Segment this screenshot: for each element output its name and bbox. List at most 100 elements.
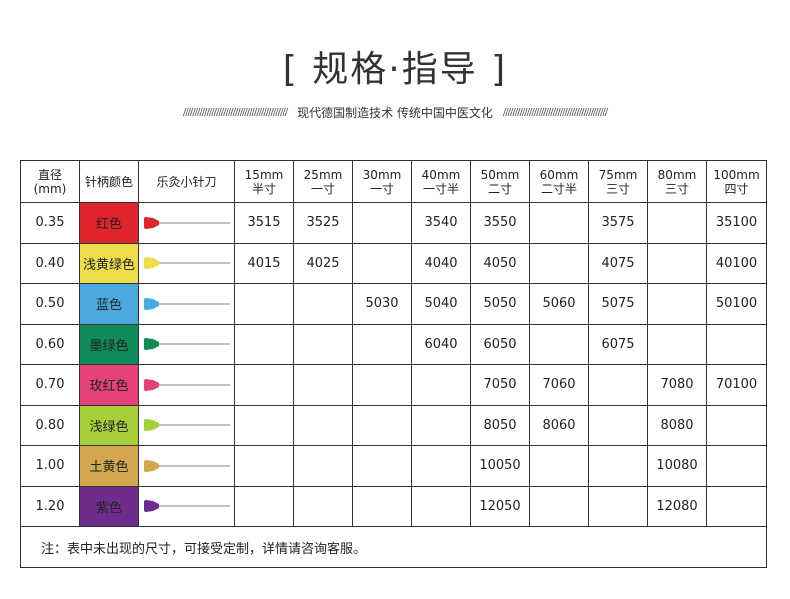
header-line2: 四寸 — [724, 181, 749, 196]
needle-image-cell — [138, 202, 235, 244]
needle-icon — [143, 459, 230, 472]
handle-color-cell: 墨绿色 — [79, 323, 139, 365]
header-line2: 半寸 — [251, 181, 276, 196]
needle-image-cell — [138, 404, 235, 446]
model-number-cell: 3575 — [588, 202, 648, 244]
table-header-cell: 75mm 三寸 — [588, 160, 648, 203]
model-number-cell — [411, 404, 471, 446]
diameter-cell: 0.50 — [20, 283, 80, 325]
header-line2: 一寸 — [310, 181, 335, 196]
handle-color-cell: 红色 — [79, 202, 139, 244]
header-line1: 60mm — [539, 167, 579, 182]
subtitle-decoration-right: ////////////////////////////////////////… — [502, 107, 608, 118]
model-number-cell: 4075 — [588, 242, 648, 284]
diameter-cell: 1.20 — [20, 485, 80, 527]
model-number-cell: 6075 — [588, 323, 648, 365]
header-line2: (mm) — [33, 181, 67, 196]
model-number-cell: 4050 — [470, 242, 530, 284]
model-number-cell: 8080 — [647, 404, 707, 446]
model-number-cell — [234, 283, 294, 325]
handle-color-cell: 土黄色 — [79, 445, 139, 487]
model-number-cell — [293, 404, 353, 446]
model-number-cell — [352, 404, 412, 446]
model-number-cell: 5060 — [529, 283, 589, 325]
header-line1: 75mm — [598, 167, 638, 182]
model-number-cell: 5040 — [411, 283, 471, 325]
diameter-cell: 0.35 — [20, 202, 80, 244]
model-number-cell — [588, 404, 648, 446]
model-number-cell: 4025 — [293, 242, 353, 284]
model-number-cell: 10080 — [647, 445, 707, 487]
model-number-cell — [588, 364, 648, 406]
diameter-cell: 0.70 — [20, 364, 80, 406]
model-number-cell — [706, 323, 767, 365]
table-row: 0.60 墨绿色 6040 6050 6075 — [20, 323, 767, 365]
header-line2: 一寸 — [369, 181, 394, 196]
model-number-cell: 70100 — [706, 364, 767, 406]
model-number-cell — [234, 323, 294, 365]
model-number-cell — [529, 445, 589, 487]
header-line1: 80mm — [657, 167, 697, 182]
model-number-cell — [529, 485, 589, 527]
model-number-cell — [352, 242, 412, 284]
model-number-cell: 4015 — [234, 242, 294, 284]
model-number-cell: 4040 — [411, 242, 471, 284]
model-number-cell — [234, 404, 294, 446]
model-number-cell — [293, 445, 353, 487]
model-number-cell — [706, 445, 767, 487]
header-line2: 二寸 — [487, 181, 512, 196]
model-number-cell: 3525 — [293, 202, 353, 244]
model-number-cell: 6050 — [470, 323, 530, 365]
header-line2: 一寸半 — [422, 181, 459, 196]
table-row: 1.20 紫色 12050 12080 — [20, 485, 767, 527]
header-line1: 100mm — [713, 167, 760, 182]
needle-icon — [143, 297, 230, 310]
needle-image-cell — [138, 242, 235, 284]
model-number-cell — [293, 364, 353, 406]
needle-icon — [143, 378, 230, 391]
header-line1: 25mm — [303, 167, 343, 182]
model-number-cell — [706, 404, 767, 446]
needle-icon — [143, 216, 230, 229]
header-line1: 50mm — [480, 167, 520, 182]
note-row: 注：表中未出现的尺寸，可接受定制，详情请咨询客服。 — [20, 526, 767, 568]
model-number-cell — [706, 485, 767, 527]
table-header-cell: 40mm 一寸半 — [411, 160, 471, 203]
model-number-cell: 3540 — [411, 202, 471, 244]
model-number-cell — [588, 445, 648, 487]
model-number-cell — [647, 323, 707, 365]
handle-color-cell: 蓝色 — [79, 283, 139, 325]
model-number-cell: 7050 — [470, 364, 530, 406]
table-row: 0.40 浅黄绿色 4015 4025 4040 4050 4075 40100 — [20, 242, 767, 284]
model-number-cell — [293, 323, 353, 365]
header-line1: 15mm — [244, 167, 284, 182]
subtitle-text: 现代德国制造技术 传统中国中医文化 — [297, 106, 493, 120]
model-number-cell — [234, 364, 294, 406]
model-number-cell — [352, 485, 412, 527]
model-number-cell — [411, 445, 471, 487]
needle-image-cell — [138, 445, 235, 487]
model-number-cell: 5050 — [470, 283, 530, 325]
model-number-cell — [529, 202, 589, 244]
table-row: 0.50 蓝色 5030 5040 5050 5060 5075 50100 — [20, 283, 767, 325]
table-header-cell: 15mm 半寸 — [234, 160, 294, 203]
model-number-cell: 7060 — [529, 364, 589, 406]
page-title: [ 规格·指导 ] — [282, 49, 508, 90]
needle-image-cell — [138, 283, 235, 325]
model-number-cell: 12050 — [470, 485, 530, 527]
table-header-cell: 直径 (mm) — [20, 160, 80, 203]
model-number-cell: 3515 — [234, 202, 294, 244]
header-line2: 三寸 — [605, 181, 630, 196]
handle-color-cell: 紫色 — [79, 485, 139, 527]
handle-color-cell: 浅黄绿色 — [79, 242, 139, 284]
model-number-cell: 6040 — [411, 323, 471, 365]
model-number-cell — [352, 445, 412, 487]
model-number-cell — [234, 445, 294, 487]
table-row: 0.70 玫红色 7050 7060 7080 70100 — [20, 364, 767, 406]
model-number-cell: 50100 — [706, 283, 767, 325]
table-row: 0.80 浅绿色 8050 8060 8080 — [20, 404, 767, 446]
subtitle-row: ////////////////////////////////////////… — [0, 104, 790, 121]
header-line2: 三寸 — [664, 181, 689, 196]
handle-color-cell: 玫红色 — [79, 364, 139, 406]
model-number-cell — [647, 283, 707, 325]
